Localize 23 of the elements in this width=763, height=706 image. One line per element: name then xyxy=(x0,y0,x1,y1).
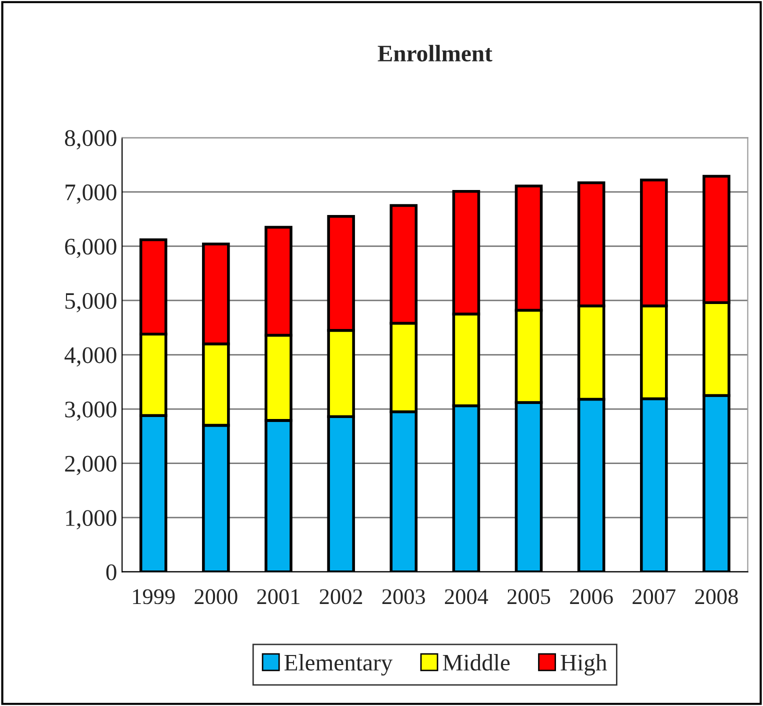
x-tick-label: 2008 xyxy=(695,589,738,604)
y-tick-label: 2,000 xyxy=(65,456,116,476)
legend-label: High xyxy=(560,654,607,676)
y-tick-label: 1,000 xyxy=(66,510,116,530)
legend-label: Middle xyxy=(442,654,510,671)
legend-label: Elementary xyxy=(284,654,393,676)
x-tick-label: 2007 xyxy=(632,589,676,604)
y-tick-label: 6,000 xyxy=(65,238,116,258)
x-tick-label: 2005 xyxy=(508,589,550,604)
x-tick-label: 1999 xyxy=(133,589,175,604)
chart-title: Enrollment xyxy=(378,44,492,62)
y-tick-label: 5,000 xyxy=(65,292,116,312)
y-tick-label: 3,000 xyxy=(65,402,116,421)
x-tick-label: 2004 xyxy=(444,589,488,604)
x-tick-label: 2002 xyxy=(320,589,362,604)
y-tick-label: 0 xyxy=(106,564,116,580)
x-tick-label: 2001 xyxy=(257,589,300,604)
y-tick-label: 8,000 xyxy=(64,130,116,150)
x-tick-label: 2000 xyxy=(194,589,238,604)
y-tick-label: 7,000 xyxy=(66,184,116,204)
x-tick-label: 2006 xyxy=(570,589,613,604)
x-tick-label: 2003 xyxy=(382,589,425,604)
y-tick-label: 4,000 xyxy=(64,347,116,367)
